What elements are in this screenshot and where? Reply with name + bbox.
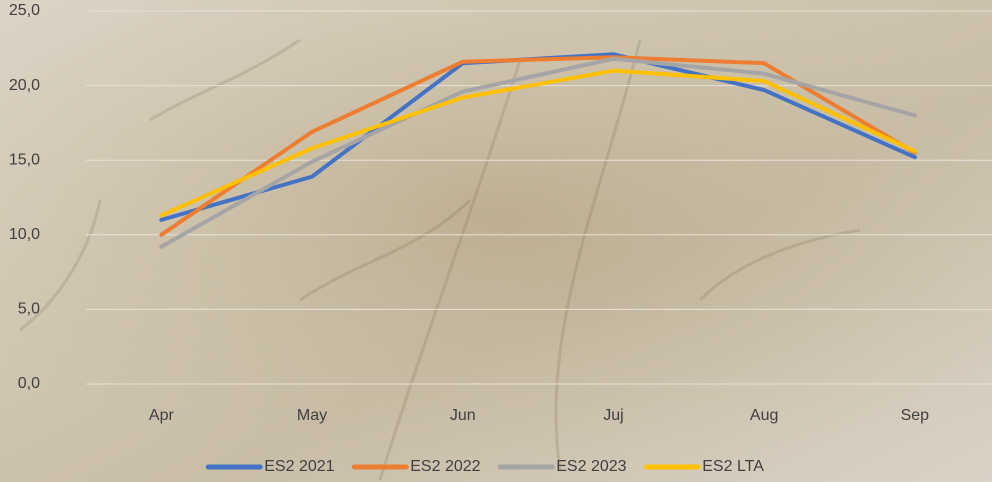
x-tick-label: Juj — [603, 407, 623, 424]
y-tick-label: 10,0 — [9, 226, 40, 243]
series-line — [159, 56, 917, 249]
background-texture — [19, 38, 861, 481]
y-tick-label: 25,0 — [9, 2, 40, 19]
series-line — [159, 68, 917, 218]
x-tick-label: Sep — [901, 407, 930, 424]
legend-label: ES2 2022 — [410, 458, 480, 475]
y-tick-label: 20,0 — [9, 77, 40, 94]
legend-label: ES2 LTA — [702, 458, 764, 475]
x-tick-label: May — [297, 407, 327, 424]
y-tick-label: 15,0 — [9, 151, 40, 168]
series-line — [159, 55, 917, 237]
x-tick-label: Jun — [450, 407, 476, 424]
legend-label: ES2 2021 — [264, 458, 334, 475]
x-tick-label: Aug — [750, 407, 778, 424]
x-tick-label: Apr — [149, 407, 175, 424]
legend-label: ES2 2023 — [556, 458, 626, 475]
y-tick-label: 0,0 — [18, 375, 40, 392]
y-tick-label: 5,0 — [18, 301, 40, 318]
